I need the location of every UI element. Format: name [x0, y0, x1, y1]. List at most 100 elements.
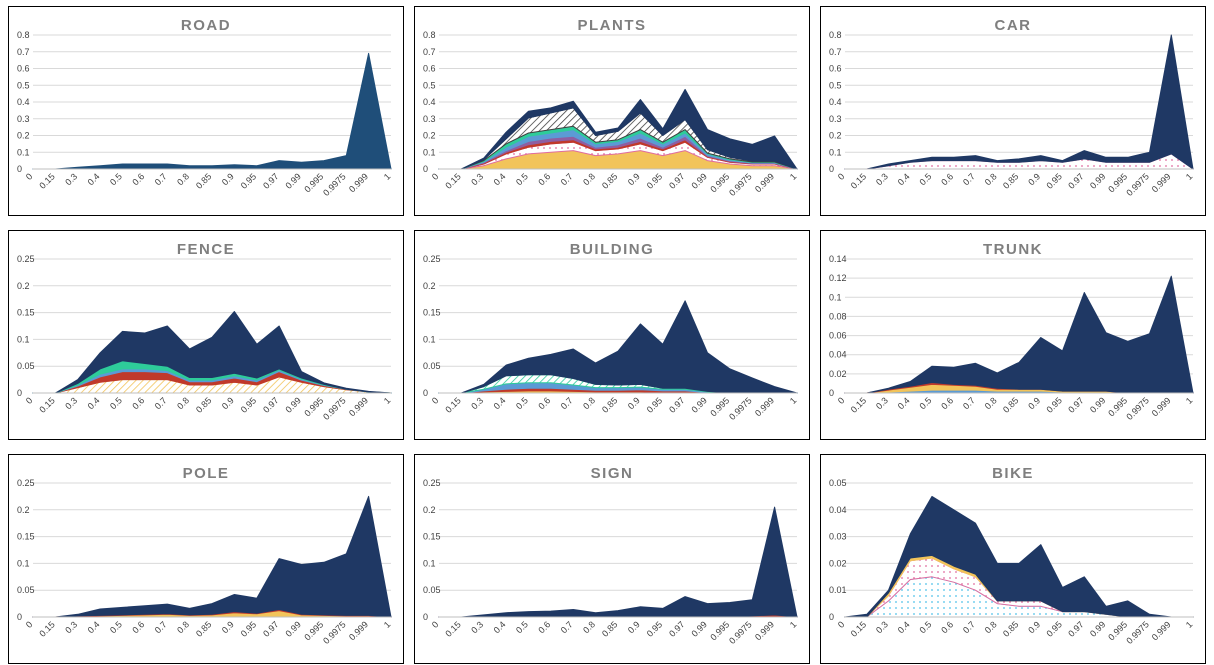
- x-tick-label: 0.5: [514, 171, 530, 187]
- y-tick-label: 0.05: [423, 361, 441, 371]
- x-tick-label: 0.4: [86, 171, 102, 187]
- x-tick-label: 0.3: [63, 395, 79, 411]
- chart-panel-fence: FENCE 0 0.05 0.1 0.15 0.2 0.25 0 0.15 0.3 0.4 0.5 0…: [8, 230, 404, 440]
- x-tick-label: 0.97: [1066, 395, 1085, 414]
- x-tick-label: 0.99: [283, 171, 302, 190]
- x-tick-label: 0.5: [917, 619, 933, 635]
- x-tick-label: 1: [788, 395, 799, 406]
- x-tick-label: 0.95: [239, 619, 258, 638]
- chart-svg: 00.050.10.150.20.250 0.15 0.3 0.4 0.5 0.6 0.7 0…: [423, 254, 799, 422]
- x-tick-label: 0: [24, 619, 35, 630]
- y-tick-label: 0.08: [829, 311, 847, 321]
- y-tick-label: 0.3: [423, 114, 436, 124]
- x-tick-label: 0.97: [667, 395, 686, 414]
- x-tick-label: 0.3: [469, 171, 485, 187]
- x-tick-label: 0.99: [689, 395, 708, 414]
- y-tick-label: 0.01: [829, 585, 847, 595]
- x-tick-label: 0.6: [130, 619, 146, 635]
- y-tick-label: 0.1: [829, 147, 842, 157]
- x-tick-label: 0.97: [261, 619, 280, 638]
- x-tick-label: 0.999: [1150, 619, 1173, 642]
- y-tick-label: 0.8: [423, 30, 436, 40]
- x-tick-label: 0: [836, 619, 847, 630]
- chart-title: POLE: [182, 465, 230, 482]
- x-tick-label: 0.9975: [727, 619, 754, 646]
- x-tick-label: 0.5: [917, 395, 933, 411]
- x-tick-label: 0.99: [1088, 619, 1107, 638]
- x-tick-label: 0.3: [63, 171, 79, 187]
- x-tick-label: 0.999: [347, 171, 370, 194]
- x-tick-label: 0.5: [108, 395, 124, 411]
- x-tick-label: 0.9: [626, 395, 642, 411]
- chart-svg: 00.050.10.150.20.250 0.15 0.3 0.4 0.5 0.6 0.7 0…: [17, 254, 393, 422]
- y-tick-label: 0.2: [423, 281, 436, 291]
- x-tick-label: 0.95: [645, 619, 664, 638]
- chart-svg: 00.020.040.060.080.10.120.140 0.15 0.3 0.4 0…: [829, 254, 1194, 422]
- y-tick-label: 0.25: [423, 478, 441, 488]
- x-tick-label: 0.15: [443, 619, 462, 638]
- area-series-3: [32, 495, 392, 618]
- x-tick-label: 0.9: [220, 395, 236, 411]
- area-series-5: [438, 300, 798, 394]
- chart-svg: 00.10.20.30.40.50.60.70.80 0.15 0.3 0.4 0.5 0…: [17, 30, 392, 198]
- x-tick-label: 0.6: [130, 395, 146, 411]
- y-tick-label: 0.1: [423, 558, 436, 568]
- x-tick-label: 0: [24, 171, 35, 182]
- x-tick-label: 0.8: [581, 619, 597, 635]
- x-tick-label: 0.3: [874, 619, 890, 635]
- x-tick-label: 0.4: [492, 619, 508, 635]
- x-tick-label: 0.5: [108, 171, 124, 187]
- x-tick-label: 0.85: [194, 395, 213, 414]
- x-tick-label: 0.15: [849, 171, 868, 190]
- chart-title: FENCE: [176, 241, 236, 258]
- y-tick-label: 0.05: [17, 585, 35, 595]
- chart-panel-trunk: TRUNK 0 0.02 0.04 0.06 0.08 0.1 0.12 0.14 0 0.15 0…: [820, 230, 1206, 440]
- x-tick-label: 0.85: [194, 619, 213, 638]
- x-tick-label: 0.9: [626, 171, 642, 187]
- chart-svg: 00.050.10.150.20.250 0.15 0.3 0.4 0.5 0.6 0.7 0…: [17, 478, 392, 646]
- x-tick-label: 0.4: [492, 171, 508, 187]
- x-tick-label: 0.8: [581, 395, 597, 411]
- x-tick-label: 0.99: [689, 619, 708, 638]
- x-tick-label: 0.9: [220, 619, 236, 635]
- x-tick-label: 1: [382, 395, 393, 406]
- y-tick-label: 0.1: [423, 147, 436, 157]
- x-tick-label: 0.15: [443, 171, 462, 190]
- x-tick-label: 0.9975: [321, 619, 348, 646]
- y-tick-label: 0.25: [423, 254, 441, 264]
- area-series-4: [844, 275, 1194, 394]
- x-tick-label: 0.4: [492, 395, 508, 411]
- x-tick-label: 0.3: [63, 619, 79, 635]
- y-tick-label: 0.06: [829, 331, 847, 341]
- area-series-2: [438, 506, 798, 618]
- x-tick-label: 0.97: [261, 395, 280, 414]
- y-tick-label: 0: [829, 164, 834, 174]
- x-tick-label: 0.9: [626, 619, 642, 635]
- x-tick-label: 0.4: [896, 619, 912, 635]
- y-tick-label: 0: [17, 388, 22, 398]
- x-tick-label: 0.85: [1001, 619, 1020, 638]
- x-tick-label: 0.15: [443, 395, 462, 414]
- y-tick-label: 0.2: [17, 505, 30, 515]
- x-tick-label: 0.7: [961, 619, 977, 635]
- x-tick-label: 0.9: [220, 171, 236, 187]
- x-tick-label: 0.99: [689, 171, 708, 190]
- x-tick-label: 1: [1184, 171, 1195, 182]
- x-tick-label: 0.9: [1026, 395, 1042, 411]
- x-tick-label: 0.999: [753, 395, 776, 418]
- x-tick-label: 0.8: [983, 171, 999, 187]
- chart-title: CAR: [994, 17, 1032, 34]
- x-tick-label: 0.999: [347, 395, 370, 418]
- chart-title: PLANTS: [577, 17, 647, 34]
- x-tick-label: 0.9: [1026, 619, 1042, 635]
- y-tick-label: 0.1: [17, 334, 30, 344]
- x-tick-label: 0.15: [37, 395, 56, 414]
- y-tick-label: 0.4: [829, 97, 842, 107]
- x-tick-label: 0.7: [153, 395, 169, 411]
- chart-svg: 00.050.10.150.20.250 0.15 0.3 0.4 0.5 0.6 0.7 0…: [423, 478, 798, 646]
- x-tick-label: 0.6: [939, 171, 955, 187]
- x-tick-label: 0.9975: [727, 171, 754, 198]
- x-tick-label: 0.95: [239, 171, 258, 190]
- x-tick-label: 0.8: [983, 619, 999, 635]
- chart-svg: 00.10.20.30.40.50.60.70.80 0.15 0.3 0.4 0.5 0…: [423, 30, 798, 198]
